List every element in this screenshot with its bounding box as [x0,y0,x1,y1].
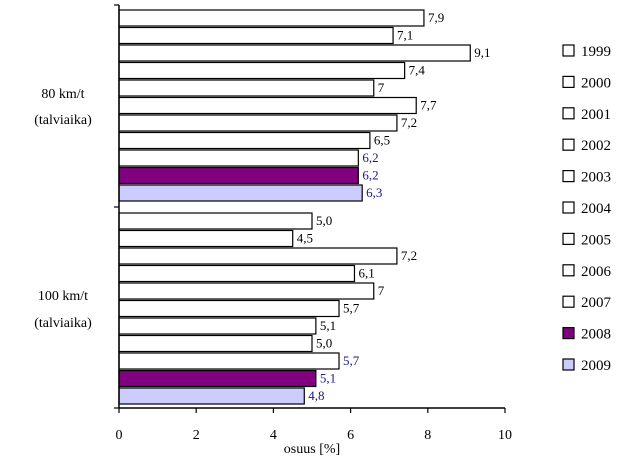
bar-1-2004 [118,96,417,115]
value-label: 7,2 [401,248,417,263]
value-label: 4,8 [308,388,324,403]
value-label: 4,5 [297,231,313,246]
legend-swatch-2003 [562,170,575,183]
value-label: 6,3 [366,185,382,200]
legend-label: 2008 [581,327,611,343]
bar-1-2001 [118,44,471,62]
group-labels-layer: 80 km/t (talviaika) 100 km/t (talviaika) [34,87,92,331]
value-label: 6,5 [374,133,390,148]
value-label: 7,4 [409,63,426,78]
legend-label: 2002 [581,138,611,154]
legend-swatch-2006 [562,264,575,277]
value-label: 6,2 [362,150,378,165]
value-label: 5,1 [320,371,336,386]
bar-1-2002 [118,61,406,80]
bar-1-2006 [118,131,371,150]
bar-2-2004 [118,299,340,318]
bar-2-1999 [118,212,313,230]
legend-swatch-2005 [562,232,575,245]
x-tick-label: 0 [116,428,123,443]
value-label: 5,7 [343,301,360,316]
legend-swatch-2004 [562,201,575,214]
legend-swatch-2008 [562,327,575,340]
bar-2-2007 [118,352,340,370]
axes-layer: 0 2 4 6 8 10 [114,4,512,443]
value-labels-layer: 7,97,19,17,477,77,26,56,26,26,35,04,57,2… [297,10,491,403]
value-label: 7,1 [397,28,413,43]
value-label: 5,1 [320,318,336,333]
legend-swatch-2009 [562,358,575,371]
bar-1-1999 [118,9,425,27]
group-label: 100 km/t [38,289,88,304]
x-tick-label: 4 [270,428,277,443]
legend-label: 2004 [581,201,612,217]
legend-label: 2007 [581,295,612,311]
legend-label: 2003 [581,170,611,186]
legend-swatch-2002 [562,138,575,151]
value-label: 6,1 [358,266,374,281]
legend-label: 2009 [581,358,611,374]
value-label: 9,1 [474,45,490,60]
x-axis-label: osuus [%] [284,442,340,457]
bar-2-2003 [118,282,375,300]
value-label: 5,0 [316,336,332,351]
value-label: 5,7 [343,353,360,368]
bar-2-2008 [118,369,317,388]
value-label: 6,2 [362,168,378,183]
legend-swatch-2001 [562,107,575,120]
legend-swatch-2007 [562,295,575,308]
legend-label: 2000 [581,75,611,91]
bar-1-2003 [118,79,375,97]
x-tick-label: 8 [424,428,431,443]
bar-2-2000 [118,229,294,248]
legend-swatch-2000 [562,75,575,89]
group-label: (talviaika) [34,316,92,331]
legend-swatch-1999 [562,44,575,57]
bar-1-2007 [118,149,359,167]
legend-label: 1999 [581,44,611,60]
bar-2-2002 [118,264,356,283]
bar-2-2001 [118,247,398,265]
x-tick-label: 10 [498,428,512,443]
bar-1-2000 [118,26,394,45]
bar-2-2006 [118,334,313,353]
bar-2-2009 [118,387,305,405]
bar-1-2008 [118,166,359,185]
group-label: (talviaika) [34,113,92,128]
value-label: 5,0 [316,213,332,228]
legend-label: 2006 [581,264,612,280]
legend-label: 2005 [581,232,611,248]
bar-1-2005 [118,114,398,132]
group-label: 80 km/t [41,87,84,102]
value-label: 7,9 [428,10,444,25]
value-label: 7 [378,80,385,95]
value-label: 7 [378,283,385,298]
bar-1-2009 [118,184,363,202]
legend-label: 2001 [581,107,611,123]
value-label: 7,2 [401,115,417,130]
x-tick-label: 2 [193,428,200,443]
legend: 1999 2000 2001 2002 2003 2004 2005 2006 2007 2008… [562,44,612,374]
value-label: 7,7 [420,98,437,113]
bar-2-2005 [118,317,317,335]
x-tick-label: 6 [347,428,354,443]
